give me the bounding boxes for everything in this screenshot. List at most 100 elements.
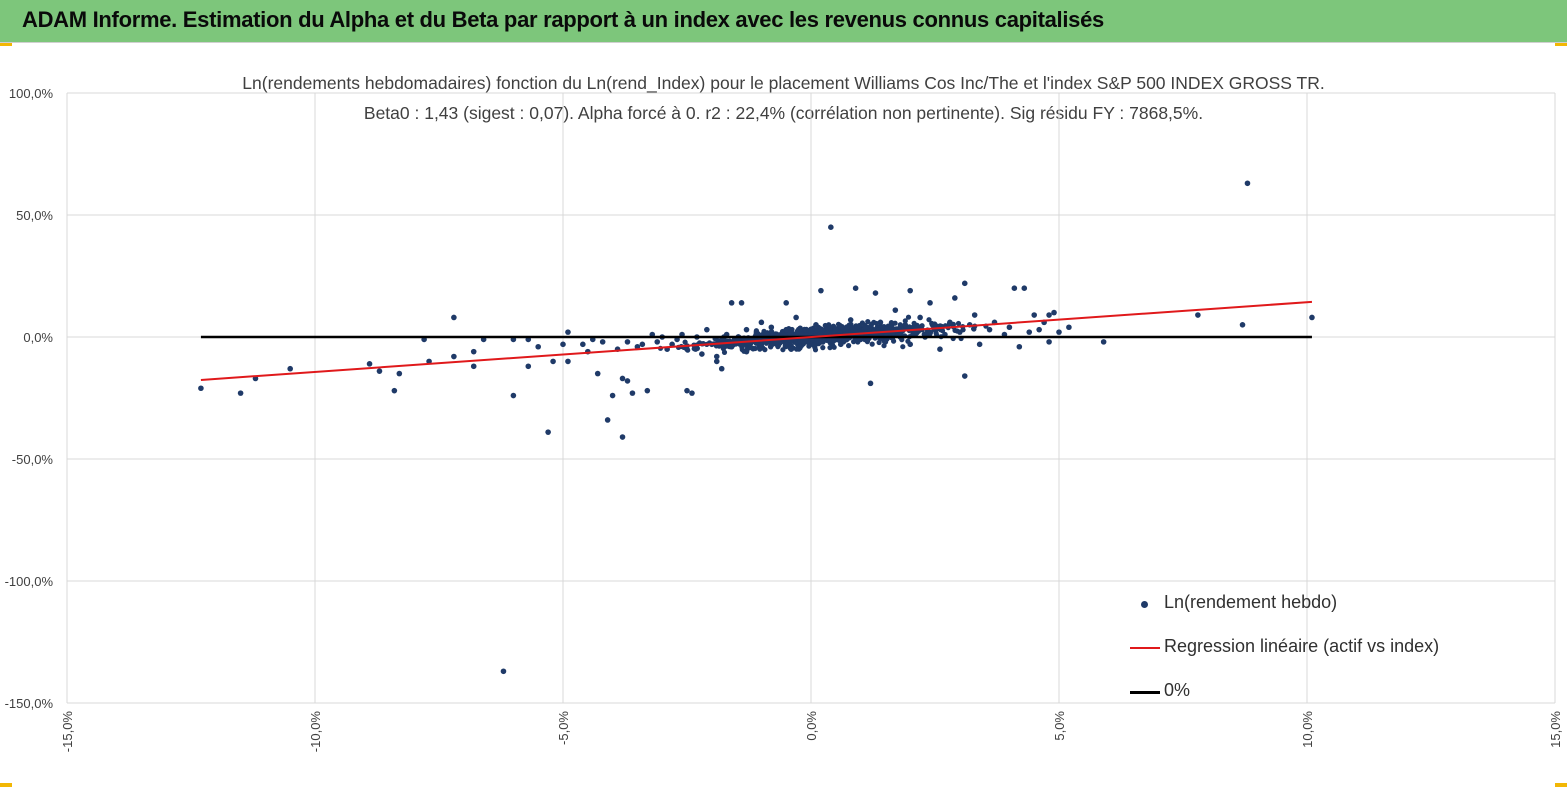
legend-item-zero: 0%: [1130, 676, 1490, 720]
data-point: [198, 385, 204, 392]
cloud-point: [739, 344, 745, 350]
data-point: [961, 373, 968, 379]
page-title: ADAM Informe. Estimation du Alpha et du …: [22, 7, 1104, 32]
data-point: [510, 392, 517, 399]
data-point: [976, 341, 983, 348]
legend-label-regression: Regression linéaire (actif vs index): [1164, 636, 1440, 656]
data-point: [718, 365, 725, 372]
data-point: [1036, 326, 1042, 333]
data-point: [639, 341, 646, 348]
legend-item-regression: Regression linéaire (actif vs index): [1130, 632, 1490, 676]
legend-marker-red-line-icon: [1130, 647, 1160, 649]
data-point: [1021, 285, 1028, 292]
cloud-point: [831, 344, 837, 350]
y-tick-label: 0,0%: [23, 330, 53, 345]
data-point: [451, 314, 457, 321]
cloud-point: [849, 324, 855, 330]
data-point: [237, 390, 244, 396]
data-point: [783, 326, 789, 333]
data-point: [535, 343, 541, 350]
data-point: [599, 339, 606, 345]
data-point: [644, 387, 651, 394]
x-tick-label: 0,0%: [804, 711, 819, 741]
data-point: [704, 326, 710, 333]
data-point: [872, 290, 879, 296]
x-tick-label: 10,0%: [1300, 711, 1315, 748]
cloud-point: [787, 329, 793, 335]
data-point: [624, 378, 631, 384]
data-point: [684, 346, 690, 353]
y-tick-labels: 100,0% 50,0% 0,0% -50,0% -100,0% -150,0%: [5, 86, 54, 711]
data-point: [1195, 312, 1201, 318]
data-point: [952, 295, 958, 301]
y-tick-label: 50,0%: [16, 208, 53, 223]
cloud-point: [865, 319, 871, 325]
corner-marker-bottom-left: [0, 783, 12, 787]
data-point: [525, 363, 532, 370]
data-point: [366, 361, 373, 367]
cloud-point: [693, 346, 699, 352]
regression-line: [200, 300, 1313, 381]
data-point: [818, 287, 824, 294]
cloud-point: [879, 324, 885, 330]
data-point: [451, 353, 457, 360]
data-point: [758, 319, 765, 326]
chart-title: Ln(rendements hebdomadaires) fonction du…: [0, 68, 1567, 128]
cloud-point: [806, 343, 812, 349]
data-point: [396, 370, 403, 377]
corner-marker-right: [1555, 42, 1567, 46]
data-point: [1056, 329, 1062, 335]
chart-title-line1: Ln(rendements hebdomadaires) fonction du…: [242, 73, 1325, 93]
data-point: [560, 341, 566, 348]
data-point: [1244, 180, 1251, 187]
y-tick-label: 100,0%: [9, 86, 54, 101]
data-point: [837, 341, 844, 348]
data-point: [629, 390, 636, 396]
data-point: [619, 375, 626, 382]
cloud-point: [971, 326, 977, 332]
cloud-point: [926, 317, 932, 323]
cloud-point: [911, 320, 917, 326]
data-point: [470, 348, 477, 355]
corner-marker-left: [0, 42, 12, 46]
data-point: [565, 358, 571, 365]
data-point: [624, 339, 631, 345]
cloud-point: [844, 325, 850, 331]
data-point: [1016, 343, 1023, 350]
data-point: [877, 319, 884, 326]
data-point: [753, 329, 760, 335]
data-point: [793, 314, 799, 321]
data-point: [783, 300, 789, 306]
y-tick-label: -50,0%: [12, 452, 54, 467]
x-tick-labels: -15,0% -10,0% -5,0% 0,0% 5,0% 10,0% 15,0%: [60, 711, 1563, 753]
legend-label-points: Ln(rendement hebdo): [1164, 592, 1338, 612]
data-point: [907, 287, 913, 294]
data-point: [1006, 324, 1013, 331]
cloud-point: [897, 322, 903, 328]
cloud-point: [794, 346, 800, 352]
data-point: [713, 358, 720, 365]
data-point: [1046, 339, 1052, 345]
y-tick-label: -150,0%: [5, 696, 54, 711]
data-point: [713, 353, 720, 360]
data-point: [768, 324, 775, 331]
data-point: [689, 390, 695, 396]
data-point: [927, 300, 933, 306]
data-point: [426, 358, 432, 365]
data-point: [669, 341, 675, 348]
data-point: [470, 363, 477, 370]
data-point: [902, 322, 909, 328]
data-point: [1309, 314, 1315, 321]
data-point: [1046, 312, 1052, 318]
cloud-point: [810, 337, 816, 343]
data-point: [376, 368, 383, 374]
data-point: [957, 329, 963, 335]
data-point: [550, 358, 556, 365]
scatter-points: [198, 180, 1315, 675]
cloud-point: [682, 339, 688, 345]
data-point: [604, 417, 611, 423]
x-tick-label: -5,0%: [556, 711, 571, 745]
data-point: [813, 322, 819, 328]
cloud-point: [752, 345, 758, 352]
data-point: [867, 380, 874, 387]
